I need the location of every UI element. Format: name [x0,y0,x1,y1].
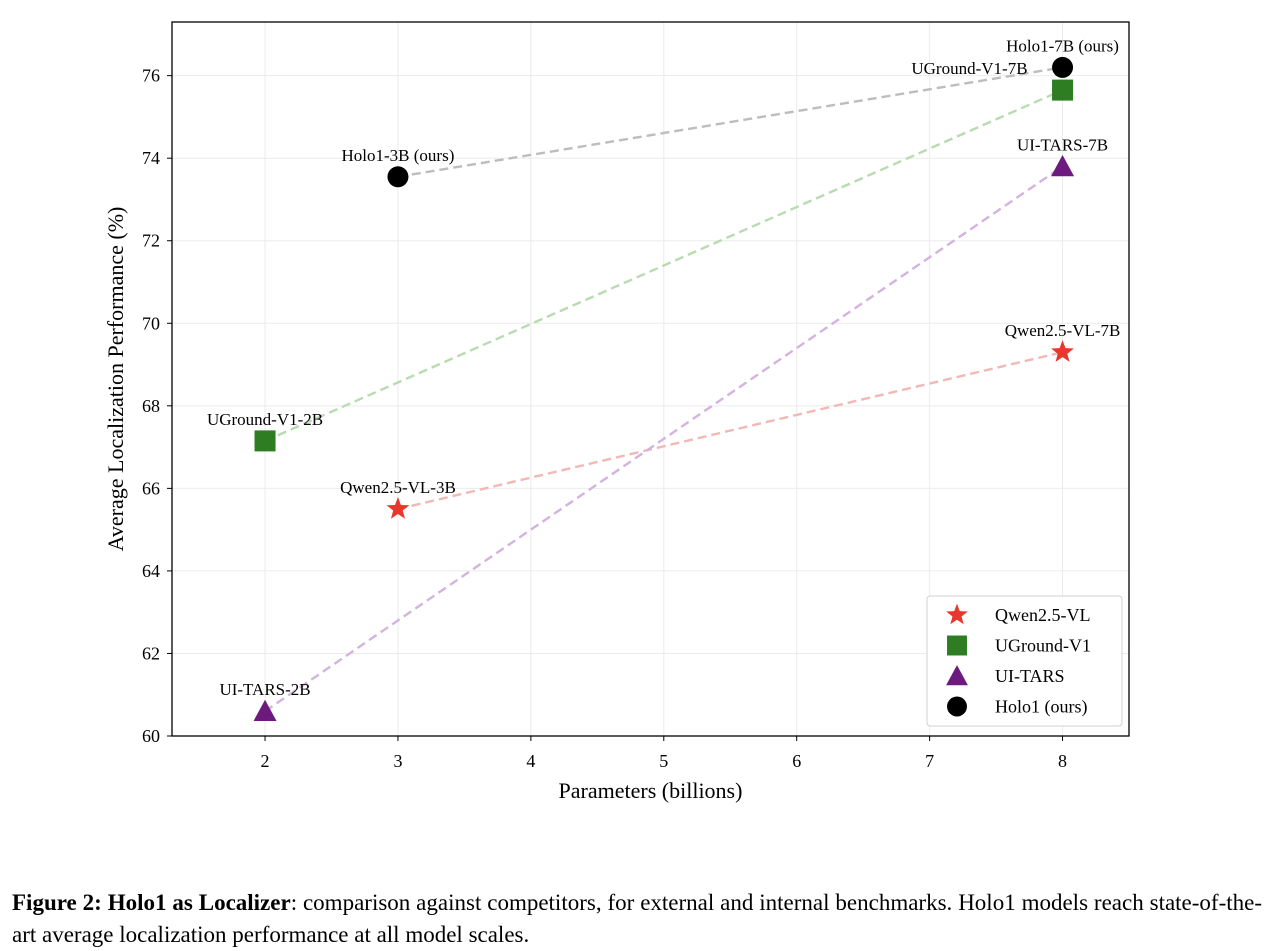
y-tick-label-68: 68 [142,396,160,416]
y-tick-label-62: 62 [142,643,160,663]
point-label-holo1-7b-ours-: Holo1-7B (ours) [1006,36,1119,55]
caption-lead: Figure 2: Holo1 as Localizer [12,890,291,915]
y-tick-label-76: 76 [142,66,160,86]
x-tick-label-7: 7 [925,751,934,771]
data-point-qwen2-5-vl-7b [1051,340,1074,362]
legend-marker-0 [946,603,968,625]
legend-label-1: UGround-V1 [995,636,1091,656]
chart: 2 3 4 5 6 7 8 60 62 64 66 68 70 72 74 76 Qwen2.5-VL-3B Qw… [103,21,1130,803]
legend-label-0: Qwen2.5-VL [995,605,1090,625]
data-point-uground-v1-7b [1052,79,1074,101]
legend-box [926,595,1123,727]
legend-label-3: Holo1 (ours) [995,697,1088,718]
series-line-0 [397,351,1063,511]
y-tick-label-64: 64 [142,561,160,581]
data-point-ui-tars-7b [1051,154,1075,177]
point-label-qwen2-5-vl-7b: Qwen2.5-VL-7B [1005,321,1121,340]
point-label-ui-tars-2b: UI-TARS-2B [219,680,310,699]
plot-frame [171,21,1130,737]
data-point-uground-v1-2b [254,430,276,452]
y-tick-label-72: 72 [142,231,160,251]
x-tick-label-6: 6 [792,751,801,771]
data-point-holo1-7b-ours- [1052,56,1074,78]
y-tick-label-66: 66 [142,478,160,498]
x-tick-label-8: 8 [1058,751,1067,771]
figure-caption: Figure 2: Holo1 as Localizer: comparison… [12,887,1262,951]
point-label-qwen2-5-vl-3b: Qwen2.5-VL-3B [340,478,456,497]
legend-marker-3 [947,696,967,717]
y-tick-label-60: 60 [142,726,160,746]
y-tick-label-70: 70 [142,313,160,333]
point-label-uground-v1-2b: UGround-V1-2B [207,410,323,429]
legend-marker-1 [947,635,967,656]
series-line-3 [397,66,1063,178]
point-label-ui-tars-7b: UI-TARS-7B [1017,135,1108,154]
legend-label-2: UI-TARS [995,666,1065,686]
data-point-ui-tars-2b [253,699,277,722]
series-line-2 [264,165,1064,713]
y-tick-label-74: 74 [142,148,160,168]
data-point-holo1-3b-ours- [387,166,409,188]
data-point-qwen2-5-vl-3b [386,497,410,519]
x-tick-label-2: 2 [261,751,270,771]
point-label-holo1-3b-ours-: Holo1-3B (ours) [342,146,455,165]
series-line-1 [264,88,1064,443]
point-label-uground-v1-7b: UGround-V1-7B [911,59,1027,78]
x-axis-label: Parameters (billions) [559,778,743,803]
x-tick-label-3: 3 [393,751,402,771]
scatter-chart: 2 3 4 5 6 7 8 60 62 64 66 68 70 72 74 76 Qwen2.5-VL-3B Qw… [103,21,1130,803]
x-tick-label-5: 5 [659,751,668,771]
y-axis-label: Average Localization Performance (%) [103,207,128,552]
x-tick-label-4: 4 [526,751,535,771]
legend-marker-2 [946,665,968,686]
